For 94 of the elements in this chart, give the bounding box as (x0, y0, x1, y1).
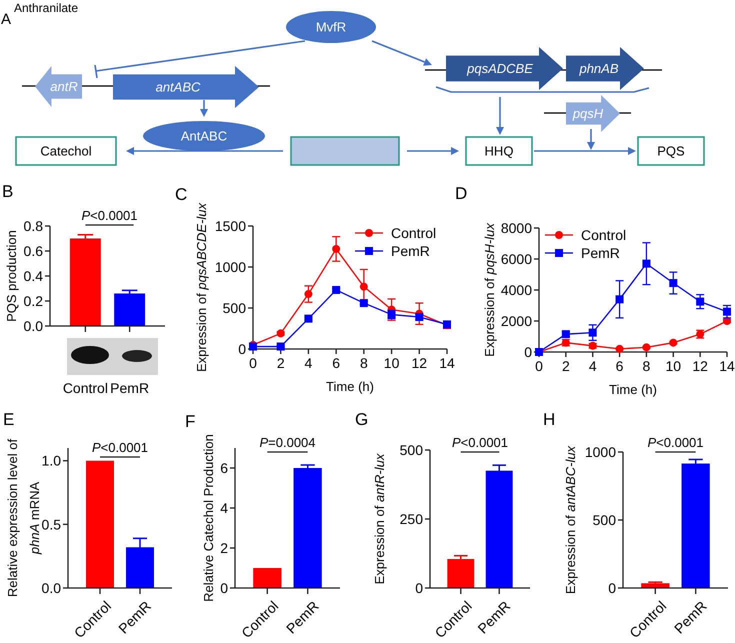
y-tick-label: 500 (400, 442, 424, 458)
x-axis-title: Time (h) (609, 382, 657, 397)
x-tick-label: 10 (384, 355, 400, 371)
y-tick-label: 0 (415, 580, 424, 596)
point (276, 342, 285, 351)
point (360, 282, 368, 291)
x-tick-label: 2 (562, 358, 570, 374)
annotation: P<0.0001 (452, 435, 508, 450)
chart-title: C (175, 185, 188, 204)
y-tick-label: 0 (524, 344, 532, 360)
point (669, 338, 678, 347)
text: PQS (657, 144, 686, 159)
y-axis-title: Expression of antABC-lux (563, 445, 578, 594)
y-tick-label: 500 (222, 300, 246, 316)
x-tick-label: 12 (411, 355, 428, 371)
point (360, 299, 368, 308)
y-tick-label: 250 (400, 510, 424, 527)
text: antABC (156, 80, 202, 95)
y-tick-label: 0 (238, 340, 246, 357)
y-tick-label: 6 (220, 460, 228, 476)
y-tick-label: 0.2 (24, 292, 44, 309)
y-tick-label: 1500 (214, 218, 246, 234)
chart-title: B (2, 182, 14, 201)
chart-title: G (355, 410, 368, 429)
x-tick-label: 12 (692, 358, 708, 374)
x-tick-label: 14 (439, 355, 455, 371)
point (642, 260, 650, 268)
y-tick-label: 500 (592, 512, 616, 528)
text: P<0.0001 (81, 208, 138, 223)
y-axis-title: Expression of pqsH-lux (482, 222, 497, 357)
point (616, 344, 624, 353)
x-tick-label: 8 (360, 355, 368, 371)
point (616, 295, 624, 304)
y-tick-label: 0.0 (24, 318, 44, 334)
x-tick-label: 8 (642, 358, 651, 374)
text: MvfR (316, 20, 346, 35)
annotation: P=0.0004 (259, 435, 316, 450)
point (696, 298, 704, 306)
y-axis-title: Relative Catechol Production (201, 434, 216, 602)
point (669, 279, 678, 288)
y-tick-label: 8000 (500, 220, 532, 236)
text: pqsADCBE (466, 61, 534, 76)
y-tick-label: 0.4 (24, 268, 44, 284)
text: HHQ (484, 144, 514, 159)
chart-title: F (185, 412, 196, 431)
x-tick-label: 14 (719, 358, 735, 374)
y-tick-label: 4000 (500, 282, 532, 298)
legend-label: Control (581, 226, 626, 243)
point (276, 329, 285, 338)
text: Anthranilate (14, 1, 78, 15)
point (642, 343, 650, 352)
y-axis-title: Expression of pqsABCDE-lux (194, 202, 209, 372)
text: Catechol (40, 144, 92, 159)
text: A (1, 11, 12, 28)
text: AntABC (180, 128, 228, 144)
x-tick-label: 0 (249, 355, 258, 371)
y-tick-label: 0 (220, 580, 228, 596)
y-axis-title: Expression of antR-lux (372, 453, 387, 584)
y-tick-label: 0.6 (24, 242, 44, 259)
legend-label: PemR (391, 242, 430, 259)
y-tick-label: 1000 (214, 258, 246, 275)
point (304, 290, 312, 298)
x-tick-label: 0 (535, 358, 544, 374)
text: pqsH (572, 106, 604, 122)
y-tick-label: 0.8 (24, 218, 44, 234)
y-tick-label: 4 (220, 500, 228, 516)
y-tick-label: 0.5 (42, 516, 62, 532)
text: antR (50, 79, 78, 94)
point (723, 308, 731, 316)
point (332, 244, 340, 253)
text: phnAB (578, 61, 619, 76)
legend-label: PemR (581, 244, 620, 261)
x-tick-label: 4 (304, 355, 313, 371)
chart-title: H (543, 410, 556, 429)
text: P<0.0001 (647, 435, 704, 450)
legend-label: Control (391, 224, 436, 241)
y-tick-label: 1000 (584, 444, 616, 460)
y-tick-label: 6000 (500, 250, 532, 267)
y-tick-label: 0 (608, 580, 616, 596)
x-tick-label: 10 (665, 358, 682, 374)
chart-title: D (455, 184, 468, 203)
x-tick-label: 6 (332, 355, 340, 371)
y-tick-label: 1.0 (42, 452, 62, 469)
chart-title: E (3, 410, 14, 429)
y-tick-label: 0.0 (42, 580, 62, 596)
point (304, 314, 312, 323)
y-axis-title: PQS production (4, 230, 19, 322)
annotation: P<0.0001 (92, 440, 148, 455)
point (332, 286, 340, 294)
point (588, 328, 597, 337)
x-tick-label: 2 (276, 355, 285, 371)
y-tick-label: 2000 (500, 312, 532, 329)
y-tick-label: 2 (220, 540, 228, 556)
x-axis-title: Time (h) (326, 379, 374, 394)
